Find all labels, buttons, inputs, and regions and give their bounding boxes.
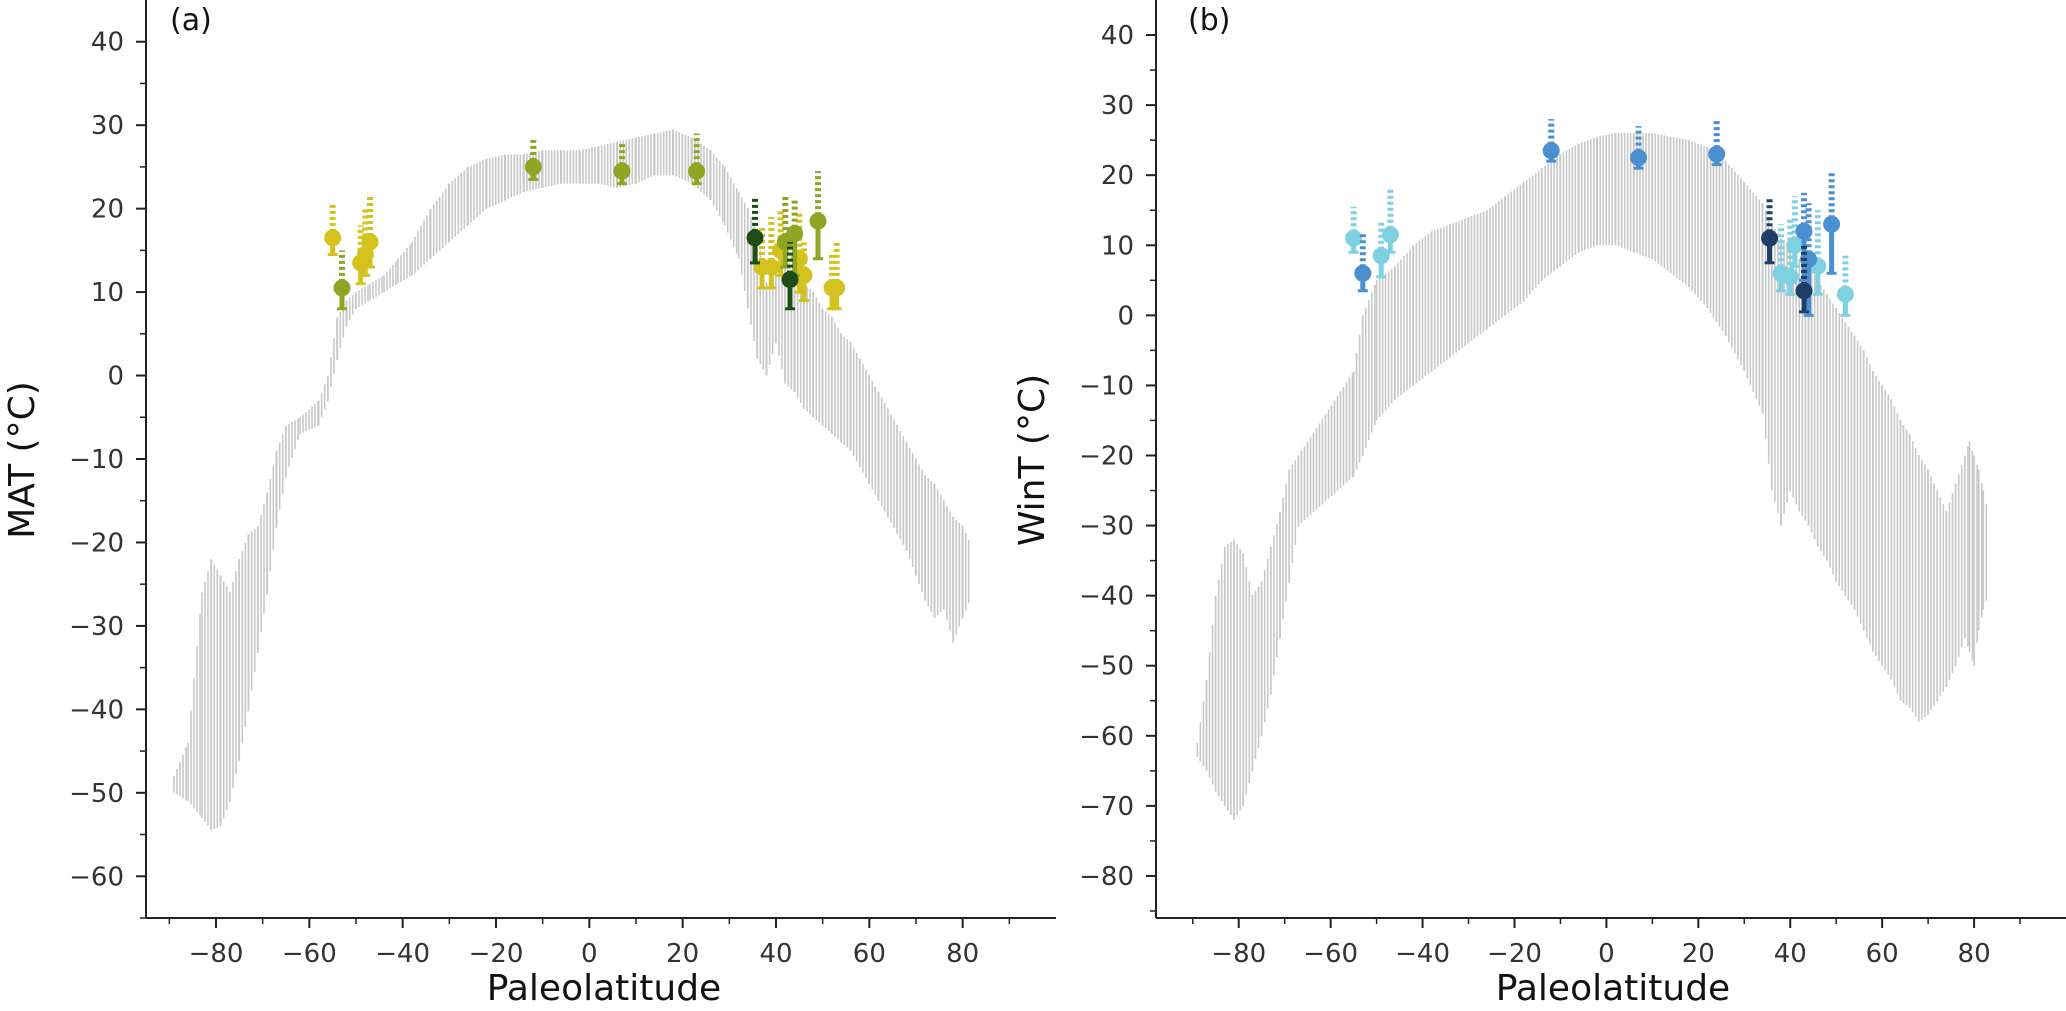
data-point — [1795, 222, 1813, 240]
proxy-series — [333, 133, 827, 311]
y-tick-label: −10 — [1079, 371, 1134, 401]
y-tick-label: 0 — [107, 362, 124, 392]
x-tick-label: 80 — [946, 939, 979, 969]
proxy-series — [1345, 189, 1854, 317]
x-tick-label: 0 — [1598, 939, 1615, 969]
x-tick-label: −40 — [375, 939, 430, 969]
data-point — [1372, 247, 1390, 265]
data-point — [1354, 264, 1372, 282]
x-tick-label: 40 — [759, 939, 792, 969]
data-point — [1630, 149, 1648, 167]
data-point — [1823, 215, 1841, 233]
model-envelope — [1196, 133, 1988, 820]
y-tick-label: 30 — [1101, 91, 1134, 121]
data-point — [1786, 236, 1804, 254]
data-point — [688, 162, 706, 180]
data-point — [1708, 145, 1726, 163]
data-point — [762, 258, 780, 276]
data-point — [828, 279, 846, 297]
x-tick-label: −80 — [189, 939, 244, 969]
y-tick-label: −50 — [69, 779, 124, 809]
y-tick-label: −70 — [1079, 792, 1134, 822]
proxy-series — [746, 196, 799, 311]
data-point — [1542, 142, 1560, 160]
x-tick-label: 20 — [1682, 939, 1715, 969]
x-tick-label: 40 — [1774, 939, 1807, 969]
x-tick-label: 60 — [1866, 939, 1899, 969]
data-point — [1800, 250, 1818, 268]
y-tick-label: −60 — [1079, 722, 1134, 752]
x-axis-title-a: Paleolatitude — [487, 968, 721, 1009]
y-tick-label: −30 — [69, 612, 124, 642]
y-tick-label: −50 — [1079, 652, 1134, 682]
data-point — [1345, 229, 1363, 247]
data-point — [613, 162, 631, 180]
y-axis-title-a: MAT (°C) — [2, 381, 43, 539]
y-tick-label: 20 — [1101, 161, 1134, 191]
x-tick-label: 20 — [666, 939, 699, 969]
data-point — [809, 212, 827, 230]
y-tick-label: −80 — [1079, 862, 1134, 892]
y-tick-label: −30 — [1079, 512, 1134, 542]
y-tick-label: 40 — [1101, 21, 1134, 51]
data-point — [524, 158, 542, 176]
y-tick-label: −10 — [69, 445, 124, 475]
panel-a: (a) MAT (°C) Paleolatitude 40 30 20 10 0 −10 −… — [2, 0, 1056, 1009]
y-tick-label: −20 — [69, 528, 124, 558]
data-point — [324, 229, 342, 247]
y-tick-label: 10 — [1101, 231, 1134, 261]
x-tick-label: −20 — [1487, 939, 1542, 969]
y-axis-title-b: WinT (°C) — [1012, 374, 1053, 546]
data-point — [1836, 285, 1854, 303]
x-tick-label: 80 — [1958, 939, 1991, 969]
data-point — [795, 266, 813, 284]
data-point — [781, 271, 799, 289]
y-tick-label: 10 — [91, 278, 124, 308]
y-tick-label: −40 — [69, 695, 124, 725]
data-point — [1761, 229, 1779, 247]
data-point — [333, 279, 351, 297]
data-point — [1795, 282, 1813, 300]
data-point — [1781, 268, 1799, 286]
x-axis-title-b: Paleolatitude — [1496, 968, 1730, 1009]
x-tick-label: −80 — [1211, 939, 1266, 969]
proxy-series — [1354, 119, 1841, 317]
x-tick-label: −20 — [469, 939, 524, 969]
data-point — [786, 225, 804, 243]
x-tick-label: 0 — [581, 939, 598, 969]
data-point — [361, 233, 379, 251]
x-tick-label: −40 — [1395, 939, 1450, 969]
y-tick-label: 40 — [91, 28, 124, 58]
data-point — [746, 229, 764, 247]
axes: 40 30 20 10 0 −10 −20 −30 −40 −50 −60 −70 −80 −80 −60 −… — [1079, 0, 2066, 969]
x-tick-label: 60 — [853, 939, 886, 969]
panel-label-a: (a) — [170, 3, 212, 38]
y-tick-label: 0 — [1117, 301, 1134, 331]
x-tick-label: −60 — [282, 939, 337, 969]
y-tick-label: −60 — [69, 862, 124, 892]
y-tick-label: 30 — [91, 111, 124, 141]
y-tick-label: 20 — [91, 195, 124, 225]
panel-b: (b) WinT (°C) Paleolatitude 40 30 20 10 0 −10… — [1012, 0, 2066, 1009]
model-envelope — [173, 129, 970, 831]
proxy-series — [1761, 196, 1813, 314]
x-tick-label: −60 — [1303, 939, 1358, 969]
data-point — [1381, 226, 1399, 244]
y-tick-label: −20 — [1079, 441, 1134, 471]
y-tick-label: −40 — [1079, 582, 1134, 612]
axes: 40 30 20 10 0 −10 −20 −30 −40 −50 −60 −80 −60 −40 −20 0… — [69, 0, 1056, 969]
proxy-series — [324, 196, 846, 311]
panel-label-b: (b) — [1188, 3, 1230, 38]
